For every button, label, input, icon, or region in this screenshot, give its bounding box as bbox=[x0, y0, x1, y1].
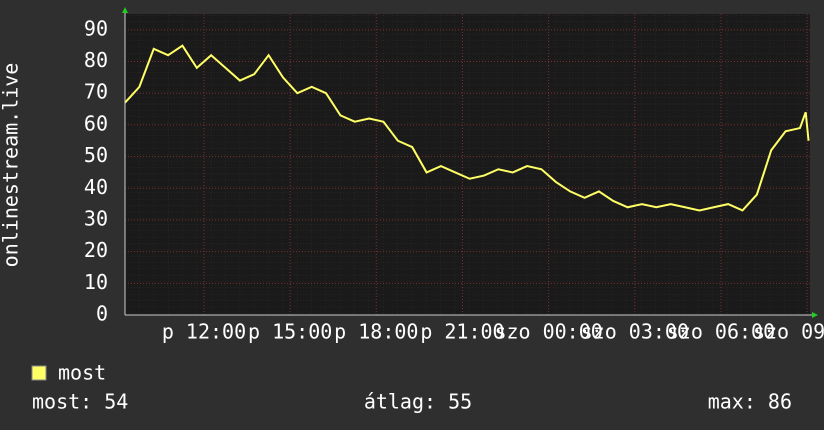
x-tick-label: szo 03:00 bbox=[581, 320, 689, 344]
y-tick-label: 40 bbox=[84, 175, 108, 199]
y-arrow bbox=[122, 7, 128, 13]
x-tick-label: p 21:00 bbox=[420, 320, 504, 344]
y-tick-label: 60 bbox=[84, 111, 108, 135]
legend-label: most bbox=[58, 361, 106, 385]
y-axis-label: onlinestream.live bbox=[0, 63, 23, 268]
x-tick-label: p 12:00 bbox=[162, 320, 246, 344]
x-tick-label: szo 06:00 bbox=[667, 320, 775, 344]
y-tick-label: 50 bbox=[84, 143, 108, 167]
legend-swatch bbox=[31, 365, 47, 381]
marks bbox=[124, 44, 810, 212]
y-tick-label: 10 bbox=[84, 270, 108, 294]
y-tick-label: 20 bbox=[84, 238, 108, 262]
x-tick-label: szo 09:00 bbox=[753, 320, 824, 344]
stat-max: max: 86 bbox=[708, 390, 792, 414]
series-line bbox=[124, 44, 810, 212]
x-tick-label: szo 00:00 bbox=[494, 320, 602, 344]
y-tick-label: 80 bbox=[84, 48, 108, 72]
y-tick-label: 70 bbox=[84, 80, 108, 104]
grid bbox=[125, 14, 810, 316]
y-tick-label: 90 bbox=[84, 16, 108, 40]
y-tick-label: 30 bbox=[84, 206, 108, 230]
stat-average: átlag: 55 bbox=[364, 390, 472, 414]
x-tick-label: p 18:00 bbox=[334, 320, 418, 344]
stat-current: most: 54 bbox=[32, 390, 128, 414]
minor-grid bbox=[125, 14, 810, 315]
y-tick-label: 0 bbox=[96, 302, 108, 326]
x-tick-label: p 15:00 bbox=[248, 320, 332, 344]
x-arrow bbox=[812, 312, 818, 318]
